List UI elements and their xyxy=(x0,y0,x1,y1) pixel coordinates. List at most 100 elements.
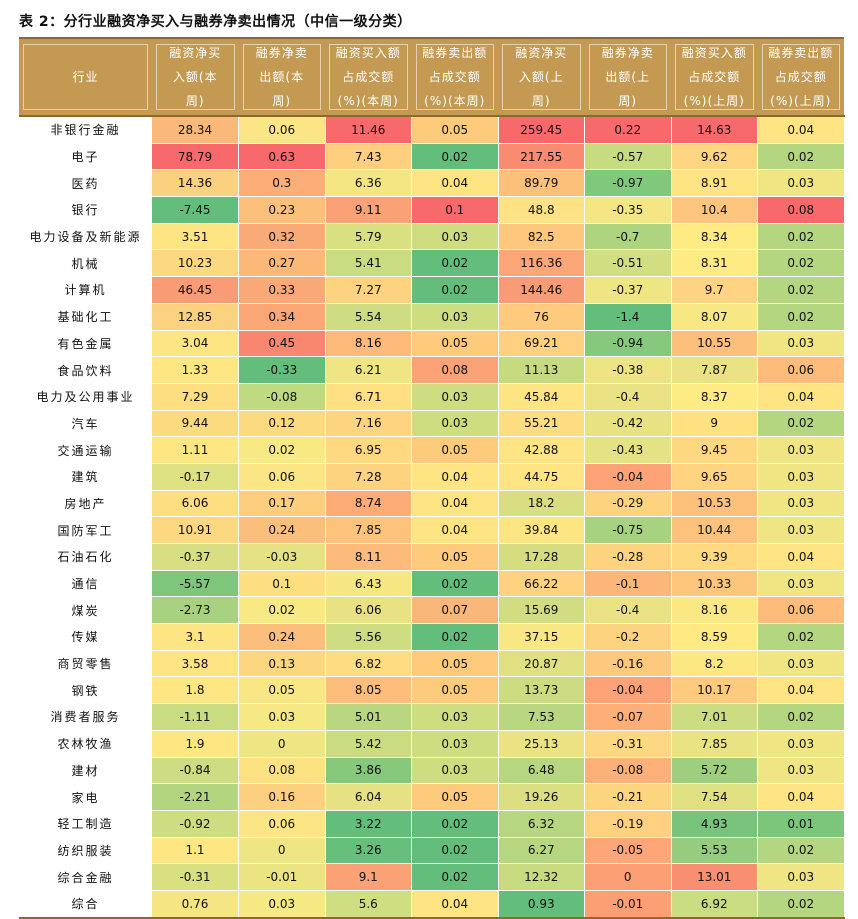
value-cell: 11.13 xyxy=(498,356,585,384)
industry-name-cell: 交通运输 xyxy=(19,436,152,464)
value-cell: 0.02 xyxy=(238,436,326,464)
value-cell: 0.03 xyxy=(757,650,845,678)
industry-name-cell: 传媒 xyxy=(19,623,152,651)
value-cell: 14.63 xyxy=(671,116,758,144)
value-cell: 0.1 xyxy=(411,196,499,224)
value-cell: 44.75 xyxy=(498,463,585,491)
value-cell: 0.05 xyxy=(411,676,499,705)
value-cell: 3.04 xyxy=(152,330,239,358)
value-cell: 78.79 xyxy=(152,143,239,171)
industry-name-cell: 电子 xyxy=(19,143,152,171)
value-cell: 0.02 xyxy=(757,249,845,278)
value-cell: 1.9 xyxy=(152,730,239,758)
value-cell: 0.05 xyxy=(411,650,499,678)
industry-name-cell: 纺织服装 xyxy=(19,837,152,865)
value-cell: 8.2 xyxy=(671,650,758,678)
value-cell: 6.82 xyxy=(325,650,412,678)
value-cell: -0.75 xyxy=(584,516,672,544)
value-cell: 0 xyxy=(584,863,672,891)
value-cell: 9.39 xyxy=(671,543,758,571)
value-cell: 7.43 xyxy=(325,143,412,171)
value-cell: 0.03 xyxy=(757,490,845,518)
value-cell: 0.34 xyxy=(238,303,326,331)
industry-name-cell: 房地产 xyxy=(19,490,152,518)
value-cell: 5.54 xyxy=(325,303,412,331)
value-cell: 10.44 xyxy=(671,516,758,544)
value-cell: 6.06 xyxy=(325,596,412,625)
value-cell: 0 xyxy=(238,730,326,758)
value-cell: 0.06 xyxy=(238,116,326,144)
value-cell: 0.02 xyxy=(757,890,845,919)
value-cell: 0.02 xyxy=(238,596,326,625)
value-cell: 20.87 xyxy=(498,650,585,678)
value-cell: 12.85 xyxy=(152,303,239,331)
table-row: 传媒 3.1 0.24 5.56 0.02 37.15 -0.2 8.59 0.02 xyxy=(19,623,845,651)
table-row: 纺织服装 1.1 0 3.26 0.02 6.27 -0.05 5.53 0.02 xyxy=(19,837,845,865)
table-row: 电力及公用事业 7.29 -0.08 6.71 0.03 45.84 -0.4 8.37 0.0… xyxy=(19,383,845,411)
value-cell: 0.03 xyxy=(411,730,499,758)
value-cell: 0.02 xyxy=(757,223,845,251)
value-cell: 0.04 xyxy=(411,490,499,518)
value-cell: 217.55 xyxy=(498,143,585,171)
value-cell: 7.85 xyxy=(671,730,758,758)
value-cell: 5.72 xyxy=(671,757,758,785)
value-cell: 8.74 xyxy=(325,490,412,518)
value-cell: -0.38 xyxy=(584,356,672,384)
value-cell: -0.08 xyxy=(238,383,326,411)
value-cell: 10.23 xyxy=(152,249,239,278)
industry-name-cell: 家电 xyxy=(19,783,152,811)
value-cell: 9.1 xyxy=(325,863,412,891)
value-cell: 0.03 xyxy=(757,570,845,598)
value-cell: 89.79 xyxy=(498,169,585,198)
value-cell: 3.22 xyxy=(325,810,412,838)
value-cell: 0.16 xyxy=(238,783,326,811)
industry-name-cell: 钢铁 xyxy=(19,676,152,705)
value-cell: 0.04 xyxy=(757,116,845,144)
value-cell: 0.04 xyxy=(411,463,499,491)
value-cell: 82.5 xyxy=(498,223,585,251)
value-cell: 0.02 xyxy=(757,410,845,438)
table-row: 消费者服务 -1.11 0.03 5.01 0.03 7.53 -0.07 7.01 0.02 xyxy=(19,703,845,731)
value-cell: 0.3 xyxy=(238,169,326,198)
table-row: 国防军工 10.91 0.24 7.85 0.04 39.84 -0.75 10.44 0.03 xyxy=(19,516,845,544)
value-cell: 1.33 xyxy=(152,356,239,384)
value-cell: 7.53 xyxy=(498,703,585,731)
value-cell: 6.21 xyxy=(325,356,412,384)
value-cell: 0.03 xyxy=(757,463,845,491)
table-row: 钢铁 1.8 0.05 8.05 0.05 13.73 -0.04 10.17 0.04 xyxy=(19,676,845,705)
value-cell: -0.29 xyxy=(584,490,672,518)
value-cell: 0.03 xyxy=(238,703,326,731)
value-cell: 15.69 xyxy=(498,596,585,625)
value-cell: 0.02 xyxy=(411,863,499,891)
value-cell: 3.1 xyxy=(152,623,239,651)
value-cell: 7.28 xyxy=(325,463,412,491)
value-cell: -0.7 xyxy=(584,223,672,251)
value-cell: -0.21 xyxy=(584,783,672,811)
value-cell: -0.04 xyxy=(584,676,672,705)
value-cell: 0.07 xyxy=(411,596,499,625)
industry-name-cell: 通信 xyxy=(19,570,152,598)
value-cell: 42.88 xyxy=(498,436,585,464)
column-header: 融券净卖出额(本周) xyxy=(238,37,325,117)
value-cell: 0.76 xyxy=(152,890,239,919)
value-cell: 0.03 xyxy=(757,863,845,891)
value-cell: -0.01 xyxy=(584,890,672,919)
value-cell: 0.06 xyxy=(238,810,326,838)
value-cell: 3.58 xyxy=(152,650,239,678)
value-cell: -0.03 xyxy=(238,543,326,571)
value-cell: 0.03 xyxy=(411,757,499,785)
column-header: 融资买入额占成交额(%)(本周) xyxy=(325,37,412,117)
value-cell: 6.92 xyxy=(671,890,758,919)
value-cell: 0.04 xyxy=(757,543,845,571)
value-cell: 0.06 xyxy=(757,596,845,625)
value-cell: 0.02 xyxy=(411,810,499,838)
column-header-label: 融资净买入额(上周) xyxy=(515,46,568,108)
value-cell: -0.07 xyxy=(584,703,672,731)
value-cell: 5.42 xyxy=(325,730,412,758)
value-cell: 7.27 xyxy=(325,276,412,304)
value-cell: 8.34 xyxy=(671,223,758,251)
value-cell: 0.08 xyxy=(411,356,499,384)
value-cell: 5.53 xyxy=(671,837,758,865)
value-cell: -0.17 xyxy=(152,463,239,491)
value-cell: 7.87 xyxy=(671,356,758,384)
